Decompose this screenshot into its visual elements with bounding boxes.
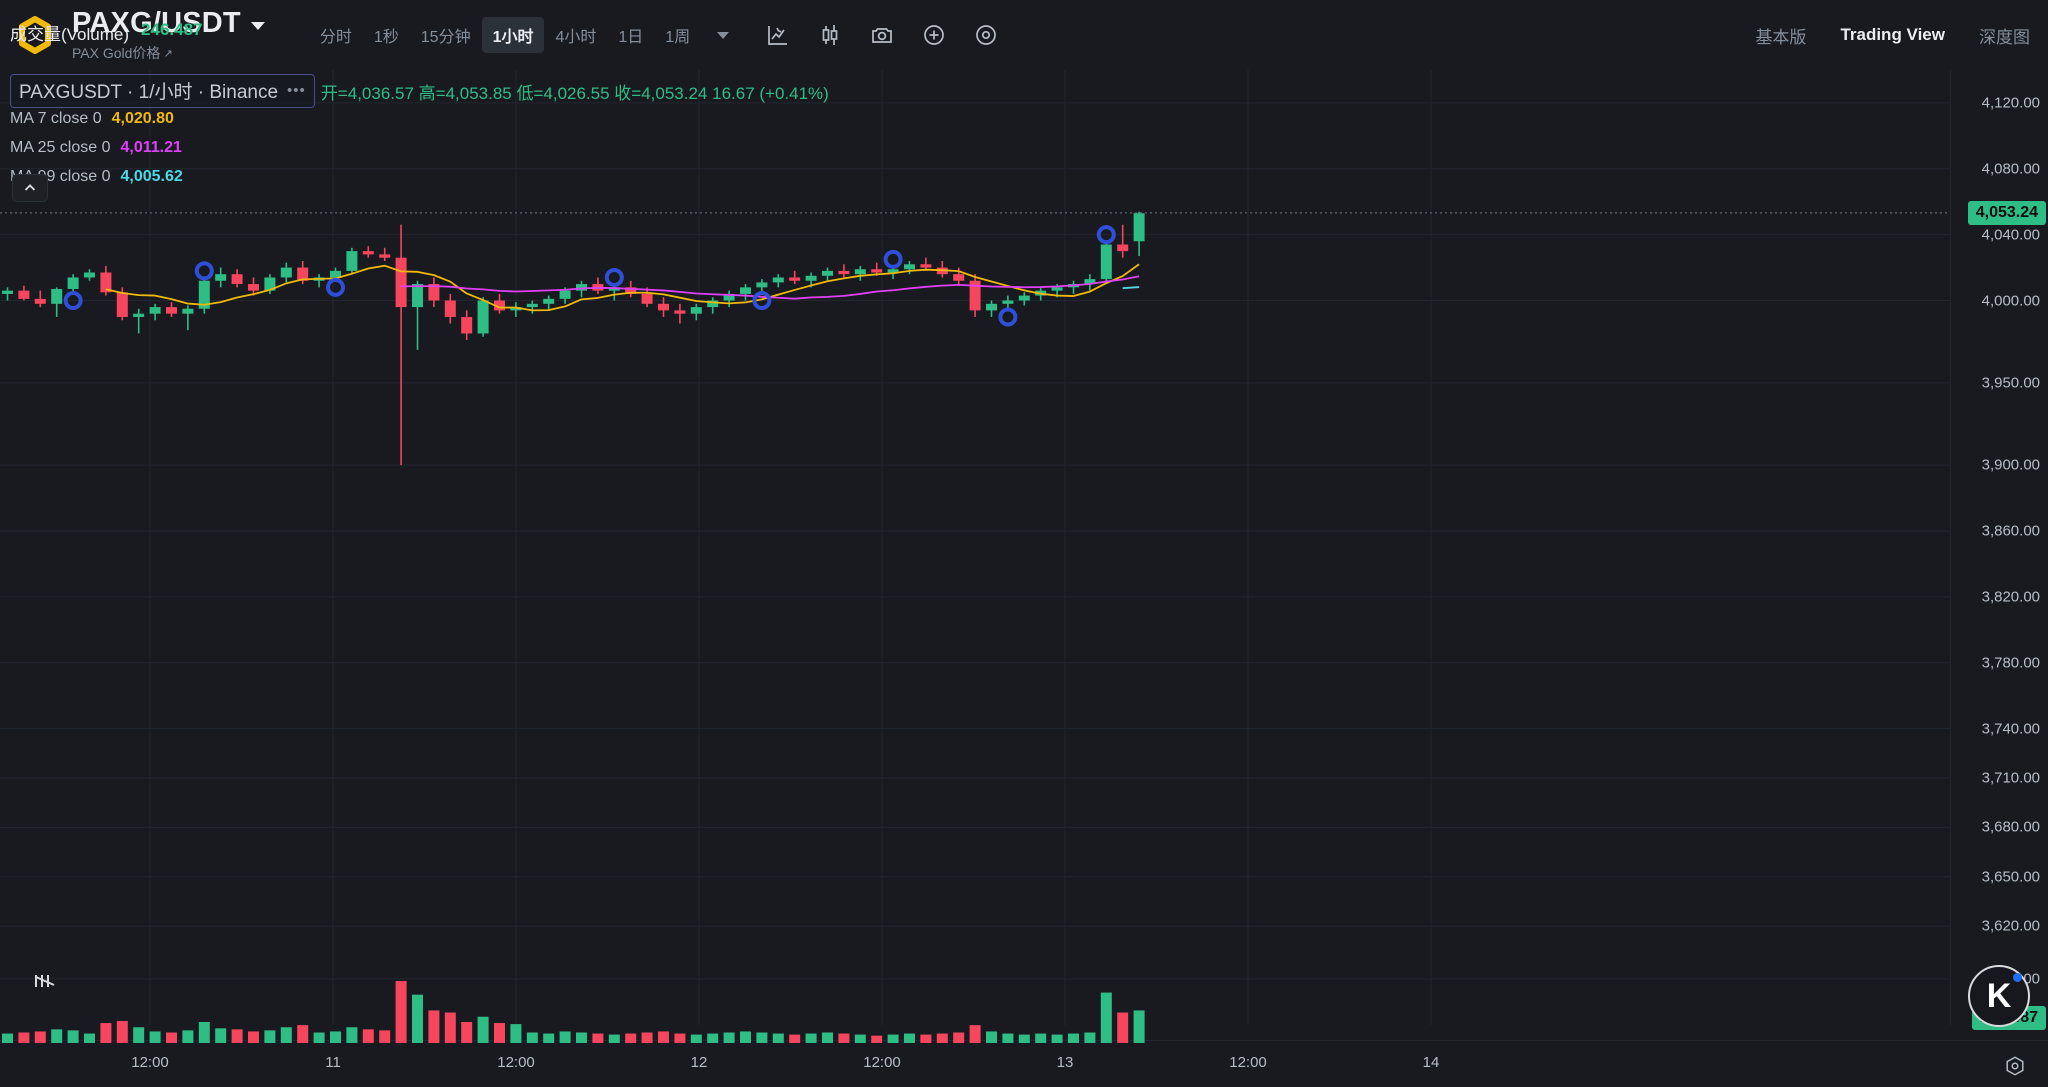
- time-axis-label: 13: [1056, 1054, 1074, 1071]
- chart-tools: [765, 22, 999, 48]
- interval-1d[interactable]: 1日: [618, 29, 644, 46]
- symbol-block[interactable]: PAXG/USDT PAX Gold价格 ↗: [72, 7, 265, 63]
- interval-selector: 分时 1秒 15分钟 1小时 4小时 1日 1周: [309, 17, 743, 53]
- interval-more-chevron-down-icon[interactable]: [717, 31, 730, 39]
- time-axis-label: 12:00: [497, 1054, 535, 1071]
- price-axis-label: 3,650.00: [1981, 868, 2040, 886]
- volume-panel: [0, 965, 1950, 1045]
- price-axis-label: 4,040.00: [1981, 226, 2040, 244]
- time-axis[interactable]: 12:00 11 12:00 12 12:00 13 12:00 14: [0, 1040, 2048, 1087]
- line-chart-icon[interactable]: [765, 22, 791, 48]
- legend-ma7-value: 4,020.80: [111, 109, 174, 127]
- price-axis-label: 3,900.00: [1981, 456, 2040, 474]
- chart-canvas[interactable]: [0, 70, 1950, 1025]
- time-axis-label: 11: [325, 1054, 341, 1071]
- legend-symbol-box[interactable]: PAXGUSDT · 1/小时 · Binance •••: [10, 74, 315, 108]
- volume-label: 成交量(Volume): [10, 25, 130, 44]
- interval-15m[interactable]: 15分钟: [420, 29, 471, 46]
- paxg-hexagon-logo-icon: [12, 12, 58, 58]
- legend-ma7[interactable]: MA 7 close 0 4,020.80: [10, 104, 829, 133]
- price-axis-label: 4,000.00: [1981, 292, 2040, 310]
- interval-1h[interactable]: 1小时: [481, 17, 545, 53]
- legend-ma99-value: 4,005.62: [120, 167, 183, 185]
- target-circle-icon[interactable]: [973, 22, 999, 48]
- legend-ma25[interactable]: MA 25 close 0 4,011.21: [10, 133, 829, 162]
- time-axis-label: 14: [1422, 1054, 1440, 1071]
- view-switcher: 基本版 Trading View 深度图: [1755, 0, 2030, 70]
- time-axis-label: 12:00: [1229, 1054, 1267, 1071]
- plus-circle-icon[interactable]: [921, 22, 947, 48]
- interval-4h[interactable]: 4小时: [555, 29, 597, 46]
- time-axis-label: 12:00: [131, 1054, 169, 1071]
- symbol-subtitle-label: PAX Gold价格: [72, 45, 161, 61]
- notification-dot-icon: [2013, 973, 2022, 982]
- volume-bars: [2, 981, 1145, 1043]
- time-axis-label: 12: [690, 1054, 708, 1071]
- app-header: PAXG/USDT PAX Gold价格 ↗ 分时 1秒 15分钟 1小时 4小…: [0, 0, 2048, 70]
- interval-fenshi[interactable]: 分时: [319, 29, 352, 46]
- chevron-down-icon[interactable]: [250, 21, 265, 30]
- candlestick-plot: [0, 70, 1950, 1025]
- price-axis-label: 4,120.00: [1981, 94, 2040, 112]
- kline-assistant-badge[interactable]: K: [1968, 965, 2030, 1027]
- price-axis-label: 3,780.00: [1981, 654, 2040, 672]
- volume-bars-icon: [34, 972, 62, 992]
- legend-ohlc: 开=4,036.57 高=4,053.85 低=4,026.55 收=4,053…: [320, 83, 829, 103]
- volume-legend[interactable]: 成交量(Volume) 246.487: [10, 20, 202, 45]
- camera-icon[interactable]: [869, 22, 895, 48]
- arrow-up-right-icon: ↗: [163, 47, 173, 60]
- price-axis-label: 4,080.00: [1981, 160, 2040, 178]
- price-axis-label: 3,860.00: [1981, 522, 2040, 540]
- interval-1s[interactable]: 1秒: [373, 29, 399, 46]
- legend-ma25-label: MA 25 close 0: [10, 138, 111, 156]
- legend-collapse-button[interactable]: [12, 174, 48, 202]
- view-depth[interactable]: 深度图: [1979, 27, 2030, 47]
- interval-1w[interactable]: 1周: [665, 29, 691, 46]
- price-axis-label: 3,620.00: [1981, 917, 2040, 935]
- symbol-subtitle[interactable]: PAX Gold价格 ↗: [72, 43, 265, 63]
- price-axis-label: 3,740.00: [1981, 720, 2040, 738]
- price-axis-label: 3,710.00: [1981, 769, 2040, 787]
- more-options-icon[interactable]: •••: [287, 82, 306, 99]
- view-basic[interactable]: 基本版: [1755, 27, 1807, 47]
- volume-value: 246.487: [141, 20, 203, 39]
- time-axis-label: 12:00: [863, 1054, 901, 1071]
- last-price-badge: 4,053.24: [1967, 200, 2046, 225]
- page-title: PAXG/USDT: [72, 7, 241, 39]
- legend-ma7-label: MA 7 close 0: [10, 109, 102, 127]
- chart-legend: PAXGUSDT · 1/小时 · Binance ••• 开=4,036.57…: [10, 74, 829, 191]
- price-axis-label: 3,820.00: [1981, 588, 2040, 606]
- settings-hexagon-icon[interactable]: [2004, 1055, 2026, 1077]
- kline-assistant-label: K: [1986, 977, 2012, 1015]
- price-axis-label: 3,680.00: [1981, 818, 2040, 836]
- candlestick-icon[interactable]: [817, 22, 843, 48]
- legend-ma99[interactable]: MA 99 close 0 4,005.62: [10, 162, 829, 191]
- price-axis-label: 3,950.00: [1981, 374, 2040, 392]
- legend-ma25-value: 4,011.21: [120, 138, 182, 156]
- legend-symbol-label: PAXGUSDT · 1/小时 · Binance: [19, 82, 279, 103]
- price-axis[interactable]: 4,120.00 4,080.00 4,040.00 4,000.00 3,950.00…: [1950, 70, 2048, 1025]
- view-trading-view[interactable]: Trading View: [1840, 25, 1945, 44]
